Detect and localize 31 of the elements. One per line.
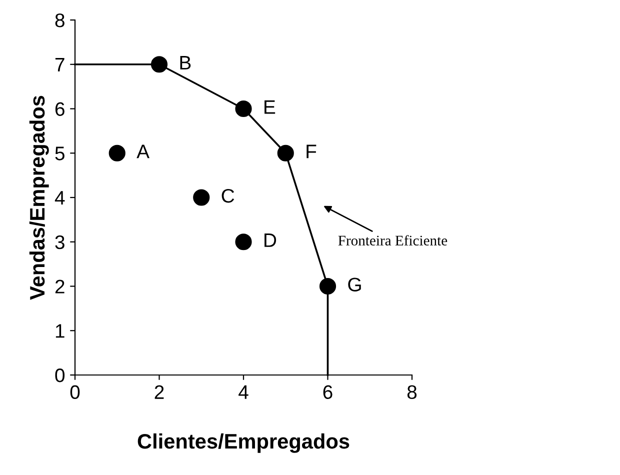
annotation: Fronteira Eficiente (338, 235, 448, 246)
x-tick-label: 8 (407, 385, 417, 400)
annotation: C (222, 188, 234, 203)
point (150, 56, 168, 73)
point (319, 278, 336, 295)
point (235, 100, 252, 118)
x-tick-label: 2 (154, 385, 164, 399)
y-axis-title: Vendas/Empregados (29, 96, 49, 300)
y-tick-label: 4 (54, 191, 65, 205)
y-tick-label: 1 (56, 324, 64, 338)
annotation: A (136, 144, 150, 158)
x-axis-title: Clientes/Empregados (138, 433, 350, 453)
annotation: F (306, 144, 316, 158)
point (235, 234, 252, 250)
x-tick-label: 6 (323, 385, 332, 400)
y-tick-label: 6 (55, 102, 64, 116)
y-tick-label: 8 (55, 13, 64, 28)
y-tick-label: 7 (55, 58, 64, 72)
y-tick-label: 2 (55, 280, 64, 294)
annotation: G (348, 278, 361, 292)
y-tick-label: 0 (55, 368, 65, 382)
annotation: E (264, 100, 276, 114)
point (193, 189, 210, 206)
point (277, 144, 294, 162)
annotation: B (180, 56, 191, 70)
y-tick-label: 3 (55, 235, 64, 250)
x-tick-label: 4 (238, 385, 248, 399)
annotation: D (264, 234, 276, 247)
point (108, 144, 126, 162)
y-tick-label: 5 (55, 146, 64, 160)
x-tick-label: 0 (70, 385, 80, 400)
